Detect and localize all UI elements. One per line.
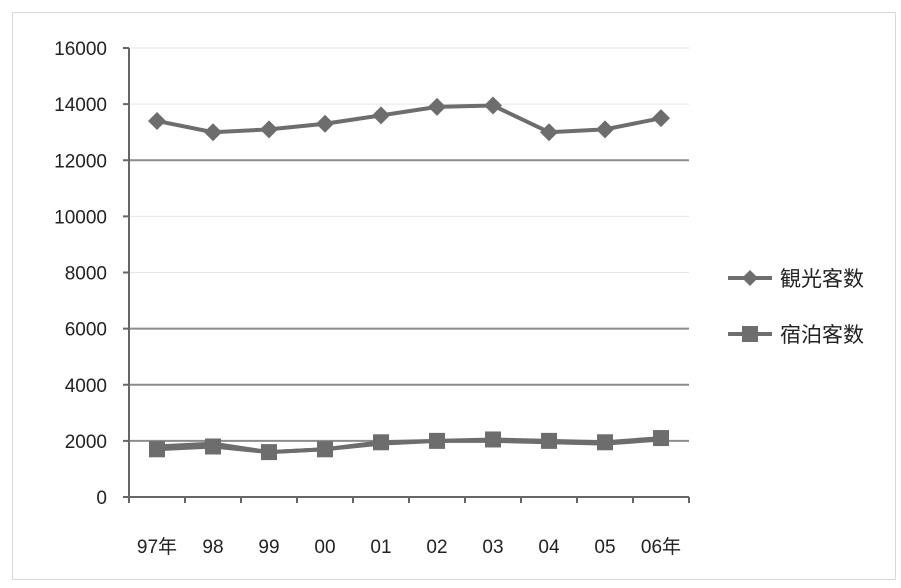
- legend-marker-square: [742, 326, 758, 342]
- data-point-diamond: [596, 120, 614, 139]
- x-tick-label: 98: [202, 537, 223, 558]
- data-point-square: [317, 441, 333, 458]
- data-point-square: [653, 430, 669, 447]
- y-tick-label: 16000: [54, 39, 107, 60]
- gridlines: [129, 47, 689, 442]
- data-point-square: [205, 438, 221, 455]
- x-tick-label: 02: [426, 537, 447, 558]
- series-lines: [156, 103, 662, 455]
- x-tick-label: 99: [258, 537, 279, 558]
- data-point-diamond: [204, 123, 222, 142]
- x-tick-label: 04: [538, 537, 560, 558]
- y-tick-label: 4000: [65, 376, 107, 397]
- data-point-square: [429, 432, 445, 449]
- x-tick-label: 97年: [137, 536, 177, 558]
- data-point-diamond: [484, 96, 502, 115]
- y-tick-label: 2000: [65, 432, 107, 453]
- y-tick-label: 12000: [54, 151, 107, 172]
- series-markers: [148, 96, 670, 461]
- data-point-square: [149, 441, 165, 458]
- data-point-square: [373, 434, 389, 451]
- x-tick-label: 05: [594, 537, 615, 558]
- data-point-diamond: [540, 123, 558, 142]
- data-point-square: [597, 434, 613, 451]
- y-tick-label: 0: [96, 488, 107, 509]
- y-tick-label: 8000: [65, 264, 107, 285]
- line-chart: 020004000600080001000012000140001600097年…: [54, 39, 864, 558]
- legend-marker-diamond: [742, 270, 758, 286]
- series-line-1: [156, 103, 662, 135]
- y-tick-label: 6000: [65, 320, 107, 341]
- tick-labels: 020004000600080001000012000140001600097年…: [54, 39, 681, 558]
- data-point-diamond: [148, 111, 166, 130]
- data-point-square: [541, 432, 557, 449]
- x-tick-label: 00: [314, 537, 335, 558]
- data-point-diamond: [372, 106, 390, 125]
- data-point-diamond: [260, 120, 278, 139]
- x-tick-label: 06年: [641, 536, 681, 558]
- data-point-square: [261, 444, 277, 461]
- y-tick-label: 10000: [54, 207, 107, 228]
- data-point-diamond: [428, 97, 446, 116]
- y-tick-label: 14000: [54, 95, 107, 116]
- data-point-diamond: [316, 114, 334, 133]
- axes: [123, 47, 690, 503]
- chart-frame: 0 2000 4000 6000 8000 10000 12000 14000 16000 97年…: [12, 12, 896, 580]
- legend-label: 宿泊客数: [780, 324, 864, 347]
- series-line-2: [156, 436, 662, 455]
- x-tick-label: 03: [482, 537, 503, 558]
- x-tick-label: 01: [370, 537, 391, 558]
- legend-label: 観光客数: [780, 268, 864, 291]
- data-point-square: [485, 431, 501, 448]
- data-point-diamond: [652, 109, 670, 128]
